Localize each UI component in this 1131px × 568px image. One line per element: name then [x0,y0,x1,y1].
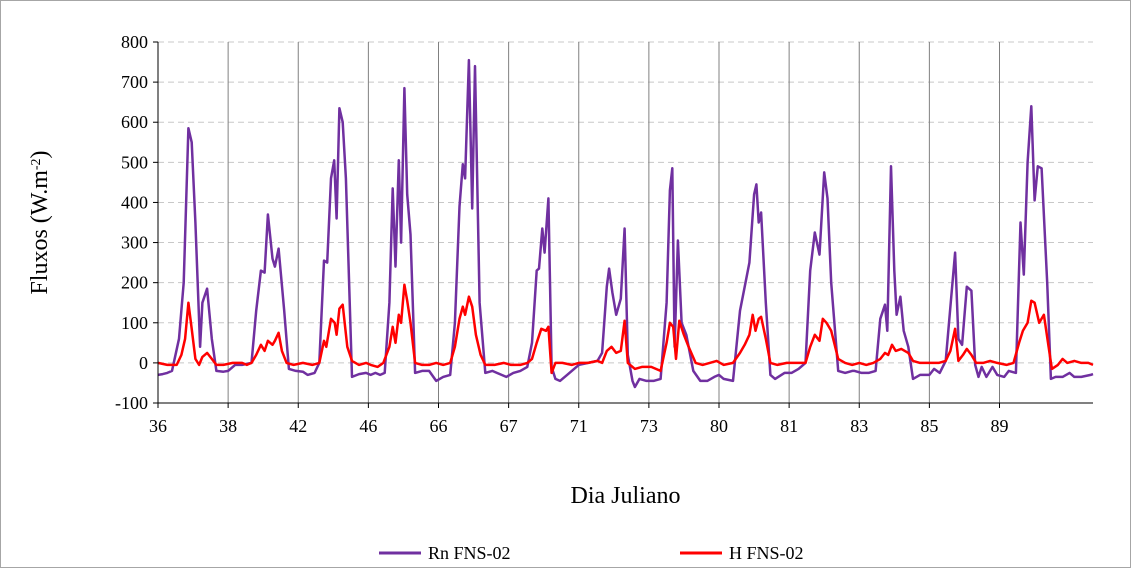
y-tick-label-3: 500 [121,152,148,172]
x-tick-label-2: 42 [289,416,307,436]
y-axis-title-close: ) [27,150,53,158]
x-axis-title: Dia Juliano [571,483,681,509]
y-tick-label-6: 200 [121,273,148,293]
x-tick-label-11: 85 [920,416,938,436]
y-tick-label-7: 100 [121,313,148,333]
x-tick-label-3: 46 [359,416,377,436]
y-tick-labels: 800 700 600 500 400 300 200 100 0 -100 [115,32,148,413]
grid [158,41,1093,403]
series-line-h [157,283,1094,375]
x-tick-labels: 36 38 42 46 66 67 71 73 80 81 83 85 89 [149,416,1009,436]
x-tick-label-5: 67 [500,416,518,436]
y-axis-title: Fluxos (W.m-2) [27,150,53,294]
x-tick-label-8: 80 [710,416,728,436]
y-tick-label-1: 700 [121,72,148,92]
y-tick-label-4: 400 [121,192,148,212]
x-tick-label-9: 81 [780,416,798,436]
x-tick-label-12: 89 [991,416,1009,436]
axes [153,41,1093,408]
x-tick-label-10: 83 [850,416,868,436]
y-axis-title-sup: -2 [29,158,44,170]
series-lines [157,58,1094,389]
y-axis-title-main: Fluxos (W.m [27,170,53,295]
legend-label-h: H FNS-02 [729,543,804,563]
legend-label-rn: Rn FNS-02 [428,543,511,563]
x-tick-label-1: 38 [219,416,237,436]
y-tick-label-2: 600 [121,112,148,132]
x-tick-label-7: 73 [640,416,658,436]
legend: Rn FNS-02 H FNS-02 [379,543,804,563]
x-tick-label-4: 66 [430,416,448,436]
y-tick-label-0: 800 [121,32,148,52]
series-line-rn [157,58,1094,389]
x-tick-label-6: 71 [570,416,588,436]
y-tick-label-5: 300 [121,233,148,253]
y-tick-label-8: 0 [139,353,148,373]
y-tick-label-9: -100 [115,393,148,413]
x-tick-label-0: 36 [149,416,167,436]
